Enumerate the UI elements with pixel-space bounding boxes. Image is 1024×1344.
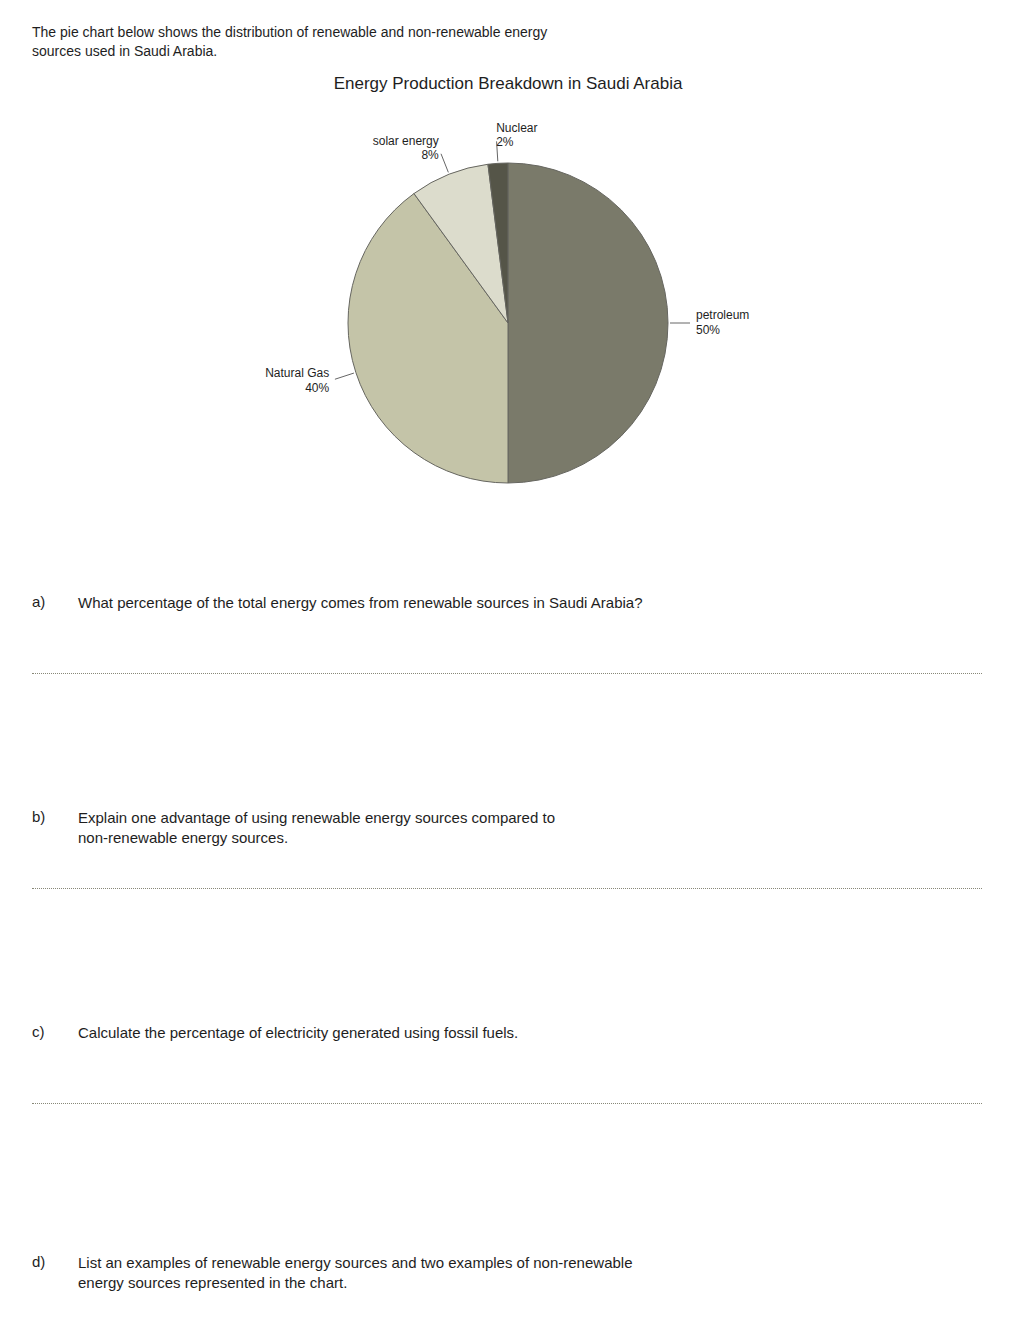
html-text:Explain one advantage of using: Explain one advantage of using renewable…	[78, 809, 555, 847]
html-text:d): d)	[32, 1253, 46, 1270]
html-text:a): a)	[32, 593, 46, 610]
html-text:The pie chart below shows the: The pie chart below shows the distributi…	[32, 24, 548, 40]
html-text:List an examples of renewable: List an examples of renewable energy sou…	[78, 1254, 633, 1292]
html-text:c): c)	[32, 1023, 45, 1040]
svg-text:Natural Gas40%: Natural Gas40%	[265, 366, 329, 394]
html-text:sources used in Saudi Arabia.: sources used in Saudi Arabia.	[32, 43, 218, 59]
svg-text:solar energy8%: solar energy8%	[373, 134, 439, 162]
html-text:b): b)	[32, 808, 46, 825]
html-text:Energy Production Breakdown in: Energy Production Breakdown in Saudi Ara…	[333, 74, 683, 93]
html-text:What percentage of the total e: What percentage of the total energy come…	[78, 594, 643, 611]
svg-text:Nuclear2%: Nuclear2%	[496, 121, 537, 149]
svg-text:petroleum50%: petroleum50%	[696, 308, 749, 336]
html-text:Calculate the percentage of el: Calculate the percentage of electricity …	[78, 1024, 519, 1041]
